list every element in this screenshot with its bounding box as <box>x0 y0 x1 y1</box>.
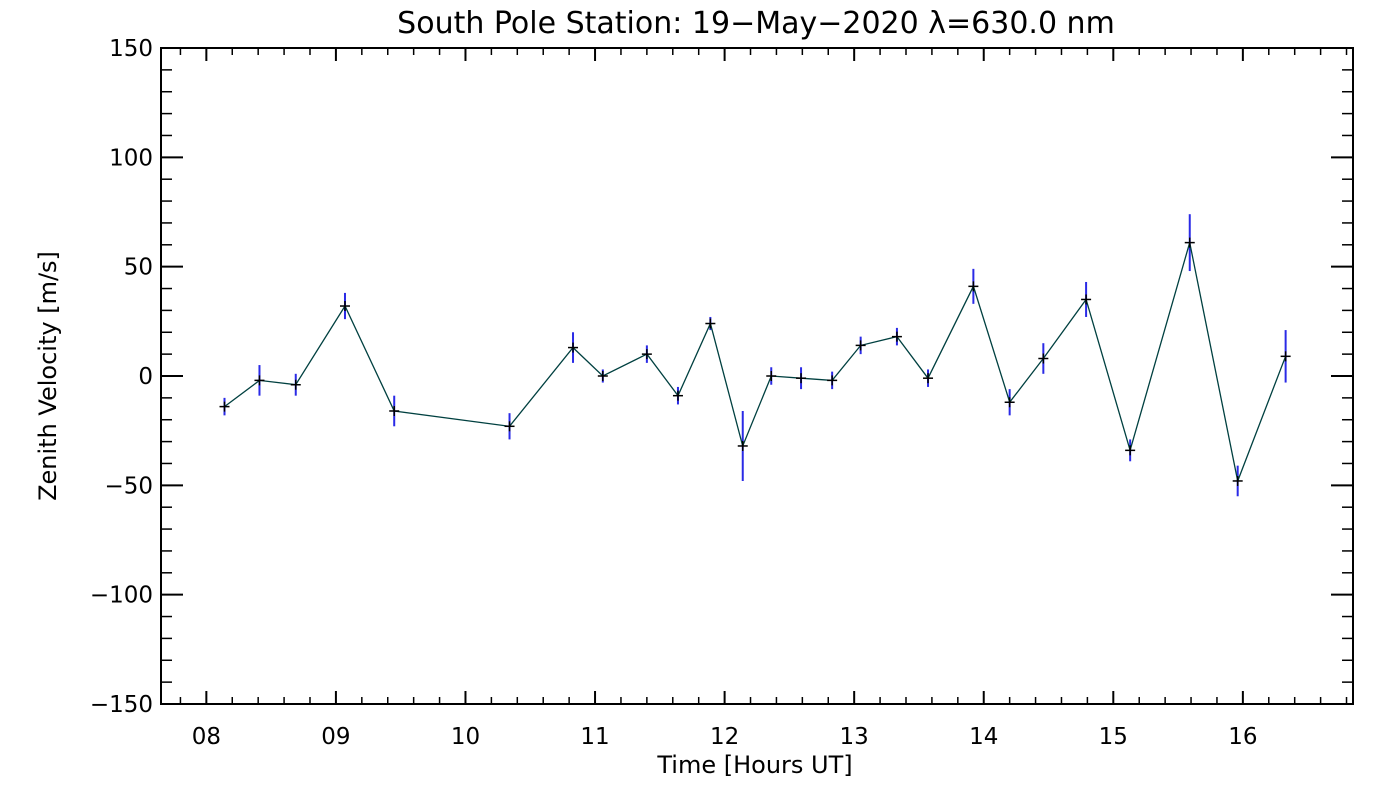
y-tick-label: 50 <box>124 255 153 281</box>
data-point <box>290 379 301 390</box>
data-point <box>1232 475 1243 486</box>
data-point <box>968 281 979 292</box>
y-axis-label: Zenith Velocity [m/s] <box>34 251 62 501</box>
data-point <box>389 405 400 416</box>
data-point <box>923 373 934 384</box>
errorbars <box>223 214 1287 497</box>
data-point <box>1125 445 1136 456</box>
data-point <box>672 390 683 401</box>
data-point <box>568 342 579 353</box>
x-tick-labels: 08 09 10 11 12 13 14 15 16 <box>192 724 1258 750</box>
x-tick-label: 14 <box>969 724 998 750</box>
data-point <box>737 440 748 451</box>
data-point <box>254 375 265 386</box>
series-line-group <box>224 242 1287 484</box>
data-point <box>504 421 515 432</box>
y-tick-label: −50 <box>104 473 153 499</box>
x-tick-label: 12 <box>710 724 739 750</box>
y-tick-labels: −150 −100 −50 0 50 100 150 <box>90 36 153 718</box>
data-point <box>219 401 230 412</box>
data-point <box>766 371 777 381</box>
tick-marks <box>161 47 1353 705</box>
data-point <box>1081 294 1092 305</box>
data-point <box>796 373 807 384</box>
x-tick-label: 13 <box>840 724 869 750</box>
y-tick-label: 100 <box>109 145 153 171</box>
x-tick-label: 16 <box>1228 724 1257 750</box>
data-point <box>1004 397 1015 408</box>
y-tick-label: −100 <box>90 583 153 609</box>
data-point <box>641 349 652 360</box>
data-point <box>1038 353 1049 364</box>
y-tick-label: 150 <box>109 36 153 62</box>
data-point <box>597 371 608 381</box>
data-point <box>891 331 902 342</box>
data-point <box>339 301 350 312</box>
data-point <box>827 375 838 386</box>
data-point <box>1184 237 1195 248</box>
x-tick-label: 09 <box>321 724 350 750</box>
data-point <box>855 340 866 351</box>
chart-title: South Pole Station: 19−May−2020 λ=630.0 … <box>397 6 1115 41</box>
y-tick-label: 0 <box>138 364 153 390</box>
x-axis-label: Time [Hours UT] <box>656 751 852 779</box>
data-point <box>705 318 716 329</box>
x-tick-label: 08 <box>192 724 221 750</box>
plot-frame <box>160 47 1354 705</box>
y-tick-label: −150 <box>90 692 153 718</box>
data-point <box>1280 351 1291 362</box>
markers <box>219 237 1291 486</box>
x-tick-label: 15 <box>1099 724 1128 750</box>
series-line <box>224 242 1287 484</box>
x-tick-label: 10 <box>451 724 480 750</box>
x-tick-label: 11 <box>580 724 609 750</box>
